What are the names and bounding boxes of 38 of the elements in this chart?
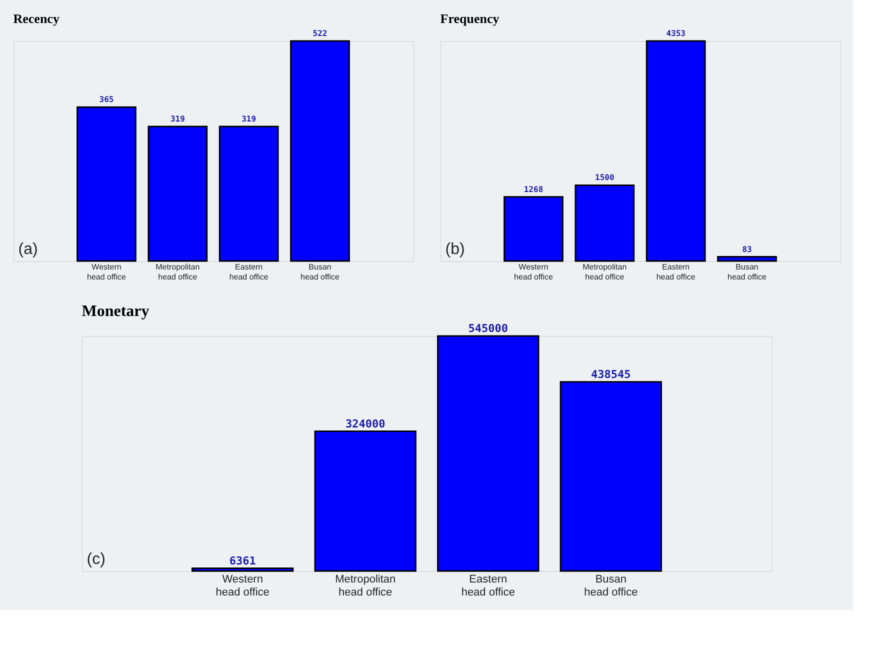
bar	[574, 184, 635, 262]
x-tick-label: Western head office	[86, 262, 127, 282]
x-tick-label: Metropolitan head office	[156, 262, 200, 282]
data-label: 365	[99, 95, 114, 104]
bar	[504, 196, 564, 262]
x-tick-label: Metropolitan head office	[335, 574, 396, 598]
x-tick-label: Metropolitan head office	[582, 262, 627, 282]
chart-title: Frequency	[440, 11, 500, 26]
bar	[192, 568, 294, 572]
annotation: (b)	[445, 241, 465, 258]
bar	[717, 256, 777, 262]
data-label: 319	[242, 114, 256, 124]
data-label: 4353	[666, 29, 686, 38]
data-label: 545000	[468, 322, 508, 335]
data-label: 1500	[595, 173, 614, 182]
data-label: 83	[742, 244, 752, 254]
bar	[646, 40, 706, 262]
data-label: 522	[312, 29, 328, 38]
bar	[560, 381, 662, 572]
x-tick-label: Busan head office	[300, 262, 340, 282]
x-tick-label: Eastern head office	[229, 262, 269, 282]
bar	[437, 335, 540, 572]
data-label: 1268	[524, 184, 544, 194]
data-label: 438545	[591, 368, 631, 381]
bar	[314, 430, 416, 572]
x-tick-label: Eastern head office	[461, 574, 515, 598]
x-tick-label: Busan head office	[584, 574, 638, 598]
chart-title: Recency	[13, 11, 60, 26]
x-tick-label: Western head office	[216, 574, 270, 598]
data-label: 6361	[229, 554, 256, 568]
x-tick-label: Western head office	[514, 262, 554, 282]
annotation: (c)	[86, 551, 106, 568]
x-tick-label: Eastern head office	[656, 262, 696, 282]
chart-title: Monetary	[82, 303, 150, 320]
x-tick-label: Busan head office	[728, 262, 768, 282]
data-label: 319	[170, 114, 186, 124]
data-label: 324000	[345, 417, 386, 430]
annotation: (a)	[18, 241, 38, 258]
